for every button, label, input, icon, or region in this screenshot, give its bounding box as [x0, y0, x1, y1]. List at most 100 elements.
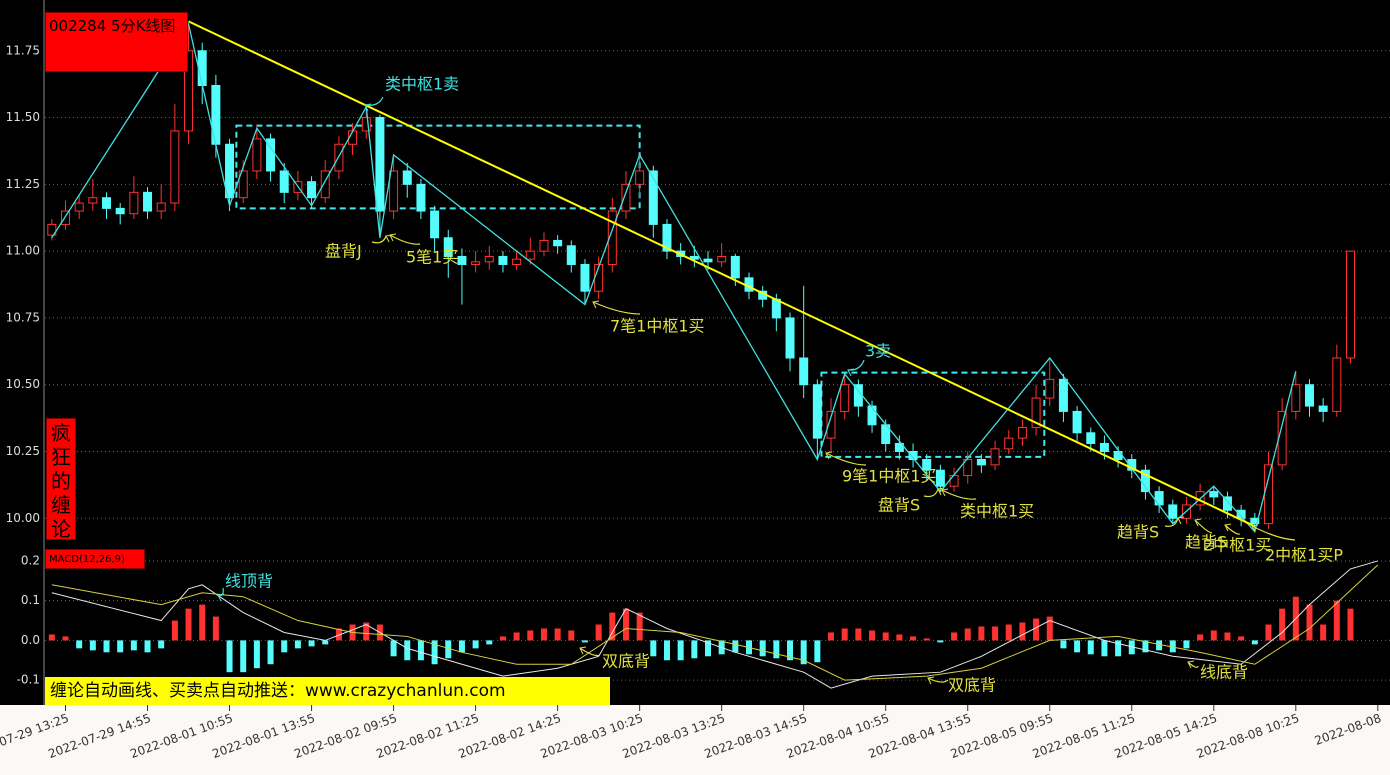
trend-line — [188, 20, 1256, 528]
candle-body — [129, 191, 139, 215]
macd-bar — [1347, 608, 1354, 641]
y-tick-label: 11.00 — [6, 244, 40, 258]
candle-body — [1304, 384, 1314, 407]
annotation-arrow — [592, 301, 641, 315]
candle-body — [238, 170, 248, 199]
candle-body — [484, 255, 494, 263]
candle-body — [430, 210, 440, 239]
candle-body — [512, 258, 522, 265]
macd-bar — [294, 640, 301, 649]
candle-body — [949, 475, 959, 487]
candle-body — [279, 170, 289, 193]
x-axis-band — [0, 705, 1390, 775]
macd-bar — [1197, 634, 1204, 641]
macd-bar — [978, 626, 985, 641]
annotation: 5笔1买 — [406, 248, 458, 267]
macd-bar — [568, 630, 575, 641]
macd-bar — [1279, 608, 1286, 641]
macd-bar — [964, 628, 971, 641]
macd-bar — [130, 640, 137, 651]
macd-bar — [923, 638, 930, 641]
macd-bar — [855, 628, 862, 641]
macd-bar — [841, 628, 848, 641]
y-tick-label: 10.00 — [6, 511, 40, 525]
macd-bar — [171, 620, 178, 641]
candle-body — [320, 170, 330, 199]
candle-body — [1154, 491, 1164, 506]
banner: 缠论自动画线、买卖点自动推送：www.crazychanlun.com — [45, 677, 610, 705]
macd-bar — [472, 640, 479, 649]
macd-bar — [937, 640, 944, 643]
candle-body — [963, 459, 973, 477]
macd-bar — [199, 604, 206, 641]
macd-bar — [253, 640, 260, 669]
candle-body — [812, 384, 822, 439]
macd-bar — [48, 634, 55, 641]
annotation-arrow — [1164, 517, 1179, 527]
candle-body — [102, 197, 112, 209]
candle-body — [361, 117, 371, 132]
macd-bar — [390, 640, 397, 657]
candle-body — [74, 202, 84, 212]
macd-bar — [499, 636, 506, 641]
macd-bar — [1019, 622, 1026, 641]
candle-body — [607, 210, 617, 265]
y-tick-label: 10.75 — [6, 310, 40, 324]
annotation: 7笔1中枢1买 — [610, 317, 705, 336]
macd-bar — [1306, 604, 1313, 641]
side-label: 疯狂的缠论 — [46, 418, 76, 541]
macd-bar — [1142, 640, 1149, 653]
annotation-arrowhead — [364, 103, 372, 112]
macd-bar — [663, 640, 670, 661]
annotation-arrow — [364, 96, 384, 106]
candle-body — [1127, 459, 1137, 471]
macd-bar — [677, 640, 684, 661]
macd-bar — [158, 640, 165, 649]
macd-bar — [650, 640, 657, 657]
annotation: 2中枢1买P — [1265, 546, 1343, 565]
candle-body — [689, 255, 699, 260]
macd-bar — [554, 628, 561, 641]
candle-body — [580, 263, 590, 292]
annotation-arrow — [847, 359, 865, 371]
candle-body — [566, 245, 576, 265]
macd-title: MACD(12,26,9) — [45, 549, 145, 569]
candle-body — [1345, 250, 1355, 359]
annotation-arrow — [1224, 524, 1241, 535]
y-tick-label: 10.25 — [6, 444, 40, 458]
annotation-arrowhead — [592, 300, 600, 309]
macd-bar — [869, 630, 876, 641]
macd-bar — [882, 632, 889, 641]
macd-bar — [527, 630, 534, 641]
macd-bar — [62, 636, 69, 641]
macd-bar — [773, 640, 780, 659]
y-tick-label: 0.1 — [21, 593, 40, 607]
candle-body — [1168, 504, 1178, 519]
candle-body — [389, 170, 399, 212]
macd-bar — [759, 640, 766, 657]
macd-bar — [1046, 616, 1053, 641]
macd-bar — [1087, 640, 1094, 655]
annotation-arrowhead — [937, 487, 945, 496]
candle-body — [621, 183, 631, 212]
candle-body — [1318, 405, 1328, 412]
annotation-arrow — [825, 452, 867, 466]
y-tick-label: 0.0 — [21, 633, 40, 647]
candle-body — [840, 384, 850, 412]
candle-body — [867, 405, 877, 426]
annotation-arrowhead — [1251, 524, 1259, 533]
macd-bar — [814, 640, 821, 663]
macd-bar — [622, 608, 629, 641]
annotation-arrowhead — [1177, 516, 1185, 525]
candle-body — [1250, 517, 1260, 525]
macd-bar — [1169, 640, 1176, 653]
candle-body — [266, 138, 276, 172]
candle-body — [1031, 397, 1041, 428]
macd-bar — [513, 632, 520, 641]
macd-bar — [1224, 632, 1231, 641]
candle-body — [61, 210, 71, 225]
macd-bar — [1128, 640, 1135, 655]
macd-bar — [992, 626, 999, 641]
candle-body — [1004, 437, 1014, 450]
